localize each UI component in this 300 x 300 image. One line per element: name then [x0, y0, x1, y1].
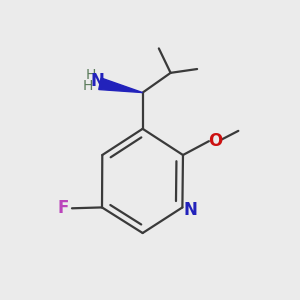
Text: N: N	[184, 201, 198, 219]
Polygon shape	[99, 78, 142, 93]
Text: H: H	[82, 79, 93, 93]
Text: N: N	[90, 72, 104, 90]
Text: O: O	[208, 132, 222, 150]
Text: F: F	[58, 199, 69, 217]
Text: H: H	[85, 68, 96, 82]
